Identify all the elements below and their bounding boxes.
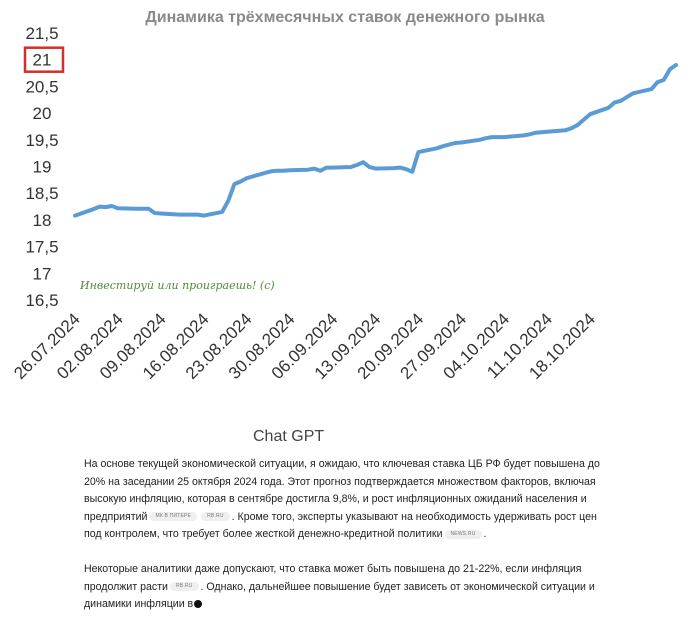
y-tick-label: 18 (33, 211, 52, 230)
y-tick-label: 21,5 (25, 24, 58, 43)
source-chip[interactable]: RB.RU (169, 582, 199, 592)
y-tick-label: 19 (33, 158, 52, 177)
chatgpt-answer: На основе текущей экономической ситуации… (84, 456, 604, 614)
rate-chart: Динамика трёхмесячных ставок денежного р… (10, 9, 678, 383)
answer-text: . Кроме того, эксперты указывают на необ… (84, 510, 597, 541)
y-tick-label: 19,5 (25, 131, 58, 150)
y-tick-label: 17 (33, 264, 52, 283)
source-chip[interactable]: МК В ПИТЕРЕ (149, 512, 198, 522)
highlight-box (23, 46, 65, 73)
y-tick-label: 20,5 (25, 77, 58, 96)
series-line (73, 63, 678, 218)
answer-paragraph-1: На основе текущей экономической ситуации… (84, 456, 604, 544)
source-chip[interactable]: NEWS.RU (444, 530, 482, 540)
chart-title: Динамика трёхмесячных ставок денежного р… (145, 9, 544, 26)
y-tick-label: 17,5 (25, 238, 58, 257)
answer-paragraph-2: Некоторые аналитики даже допускают, что … (84, 561, 604, 614)
answer-text: . Однако, дальнейшее повышение будет зав… (84, 580, 595, 611)
y-tick-label: 20 (33, 104, 52, 123)
source-chip[interactable]: RB.RU (201, 512, 230, 522)
answer-text: На основе текущей экономической ситуации… (84, 458, 600, 523)
typing-cursor-icon (194, 600, 203, 609)
chatgpt-heading: Chat GPT (253, 428, 325, 445)
y-tick-label: 16,5 (25, 291, 58, 310)
watermark-text: Инвестируй или проиграешь! (с) (79, 279, 275, 292)
line-chart-svg: Динамика трёхмесячных ставок денежного р… (10, 9, 678, 383)
answer-text: Некоторые аналитики даже допускают, что … (84, 562, 582, 593)
y-tick-label: 18,5 (25, 184, 58, 203)
answer-text: . (483, 528, 487, 541)
y-tick-label: 21 (33, 51, 52, 70)
